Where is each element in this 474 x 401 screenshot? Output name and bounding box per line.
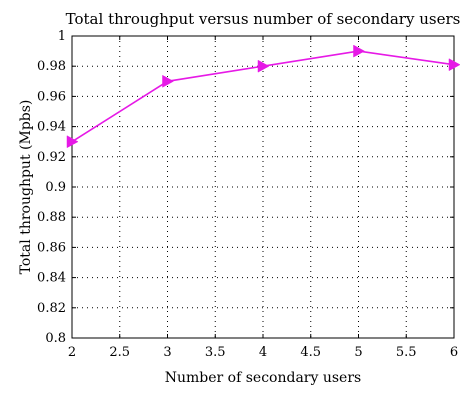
series-layer — [66, 44, 461, 149]
y-tick-label: 0.8 — [45, 331, 66, 346]
x-tick-label: 6 — [450, 345, 458, 360]
y-tick-labels: 0.8 0.82 0.84 0.86 0.88 0.9 0.92 0.94 0.96 0.98 1 — [37, 29, 66, 346]
data-point-marker — [162, 74, 175, 88]
y-tick-label: 0.9 — [45, 180, 66, 195]
y-axis-label: Total throughput (Mpbs) — [18, 100, 34, 275]
x-tick-labels: 2 2.5 3 3.5 4 4.5 5 5.5 6 — [68, 345, 458, 360]
y-tick-label: 0.94 — [37, 120, 66, 135]
x-tick-label: 5.5 — [396, 345, 417, 360]
x-tick-label: 3 — [163, 345, 171, 360]
x-tick-label: 4 — [259, 345, 267, 360]
grid-lines — [72, 36, 454, 338]
y-tick-label: 1 — [58, 29, 66, 44]
data-point-marker — [353, 44, 366, 58]
y-tick-label: 0.96 — [37, 89, 66, 104]
y-tick-label: 0.86 — [37, 240, 66, 255]
y-tick-label: 0.98 — [37, 59, 66, 74]
y-tick-label: 0.92 — [37, 150, 66, 165]
x-tick-label: 4.5 — [300, 345, 321, 360]
x-tick-label: 2.5 — [109, 345, 130, 360]
data-point-marker — [448, 58, 461, 72]
x-tick-label: 2 — [68, 345, 76, 360]
y-tick-label: 0.88 — [37, 210, 66, 225]
x-tick-label: 5 — [354, 345, 362, 360]
data-point-marker — [257, 59, 270, 73]
chart-title: Total throughput versus number of second… — [66, 10, 461, 28]
y-tick-label: 0.84 — [37, 271, 66, 286]
x-tick-label: 3.5 — [205, 345, 226, 360]
x-axis-label: Number of secondary users — [165, 370, 361, 386]
y-tick-label: 0.82 — [37, 301, 66, 316]
data-point-marker — [66, 135, 79, 149]
